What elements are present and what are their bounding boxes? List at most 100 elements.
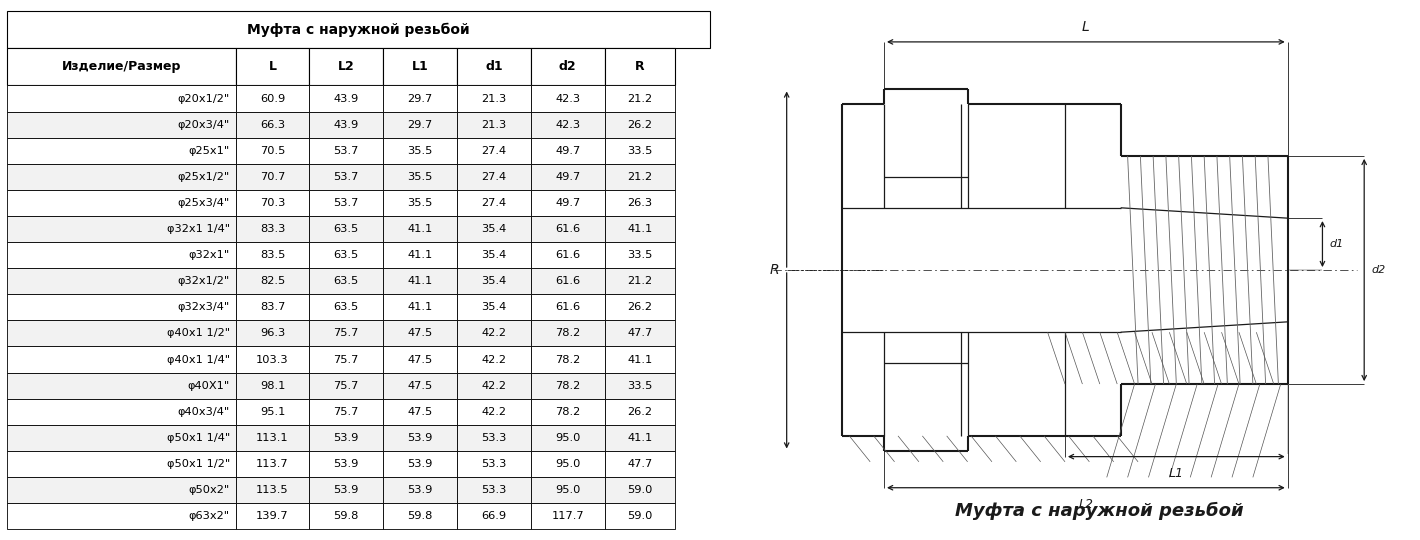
Bar	[7, 48, 236, 85]
Text: 53.9: 53.9	[408, 485, 433, 495]
Text: 61.6: 61.6	[555, 224, 581, 234]
Bar	[7, 399, 236, 425]
Bar	[457, 320, 531, 347]
Bar	[7, 425, 236, 451]
Bar	[605, 138, 674, 164]
Text: 35.4: 35.4	[481, 224, 507, 234]
Text: φ32x1/2": φ32x1/2"	[178, 276, 230, 286]
Bar	[605, 164, 674, 190]
Text: 61.6: 61.6	[555, 302, 581, 312]
Text: 53.7: 53.7	[334, 198, 359, 208]
Bar	[236, 242, 310, 268]
Bar	[605, 503, 674, 529]
Text: 70.5: 70.5	[260, 146, 285, 156]
Text: 53.9: 53.9	[408, 459, 433, 469]
Bar	[236, 164, 310, 190]
Text: 26.2: 26.2	[628, 119, 652, 130]
Text: 29.7: 29.7	[408, 119, 433, 130]
Bar	[7, 112, 236, 138]
Bar	[605, 425, 674, 451]
Text: 47.7: 47.7	[628, 459, 652, 469]
Bar	[310, 451, 383, 477]
Text: 70.7: 70.7	[260, 172, 285, 182]
Text: 96.3: 96.3	[260, 328, 285, 339]
Text: 47.5: 47.5	[408, 328, 433, 339]
Bar	[7, 11, 710, 48]
Text: d2: d2	[1372, 265, 1386, 275]
Text: 21.3: 21.3	[481, 93, 507, 104]
Text: 49.7: 49.7	[555, 146, 581, 156]
Bar	[531, 373, 605, 399]
Bar	[605, 399, 674, 425]
Bar	[310, 503, 383, 529]
Text: 70.3: 70.3	[260, 198, 285, 208]
Bar	[531, 85, 605, 112]
Text: 42.3: 42.3	[555, 93, 581, 104]
Text: Муфта с наружной резьбой: Муфта с наружной резьбой	[956, 502, 1244, 520]
Bar	[531, 294, 605, 320]
Text: 49.7: 49.7	[555, 172, 581, 182]
Text: 41.1: 41.1	[408, 276, 433, 286]
Text: 33.5: 33.5	[628, 381, 652, 390]
Bar	[531, 425, 605, 451]
Text: φ25x3/4": φ25x3/4"	[178, 198, 230, 208]
Bar	[7, 216, 236, 242]
Bar	[531, 503, 605, 529]
Text: 63.5: 63.5	[334, 250, 359, 260]
Bar	[310, 373, 383, 399]
Bar	[236, 268, 310, 294]
Bar	[383, 373, 457, 399]
Bar	[236, 190, 310, 216]
Bar	[457, 425, 531, 451]
Bar	[236, 503, 310, 529]
Text: 35.5: 35.5	[408, 172, 433, 182]
Bar	[236, 425, 310, 451]
Text: φ63x2": φ63x2"	[189, 511, 230, 521]
Text: φ40x3/4": φ40x3/4"	[178, 407, 230, 417]
Text: 60.9: 60.9	[260, 93, 285, 104]
Bar	[531, 320, 605, 347]
Bar	[457, 112, 531, 138]
Text: φ40X1": φ40X1"	[187, 381, 230, 390]
Bar	[605, 451, 674, 477]
Text: 41.1: 41.1	[408, 224, 433, 234]
Bar	[310, 477, 383, 503]
Text: 53.7: 53.7	[334, 172, 359, 182]
Bar	[457, 85, 531, 112]
Text: 53.3: 53.3	[481, 433, 507, 443]
Text: 27.4: 27.4	[481, 198, 507, 208]
Text: 35.5: 35.5	[408, 146, 433, 156]
Bar	[531, 48, 605, 85]
Text: 47.5: 47.5	[408, 407, 433, 417]
Bar	[605, 242, 674, 268]
Text: 59.8: 59.8	[334, 511, 359, 521]
Bar	[605, 216, 674, 242]
Bar	[457, 503, 531, 529]
Text: 83.3: 83.3	[260, 224, 285, 234]
Text: φ25x1/2": φ25x1/2"	[178, 172, 230, 182]
Bar	[383, 294, 457, 320]
Bar	[236, 138, 310, 164]
Bar	[531, 138, 605, 164]
Text: L: L	[1082, 20, 1089, 34]
Bar	[383, 477, 457, 503]
Bar	[457, 451, 531, 477]
Bar	[236, 85, 310, 112]
Bar	[7, 320, 236, 347]
Text: 43.9: 43.9	[334, 93, 359, 104]
Text: 75.7: 75.7	[334, 381, 359, 390]
Text: 27.4: 27.4	[481, 172, 507, 182]
Text: 61.6: 61.6	[555, 250, 581, 260]
Bar	[605, 320, 674, 347]
Bar	[531, 216, 605, 242]
Text: 78.2: 78.2	[555, 355, 581, 365]
Text: 47.5: 47.5	[408, 381, 433, 390]
Text: 113.5: 113.5	[256, 485, 288, 495]
Bar	[7, 164, 236, 190]
Text: φ50x2": φ50x2"	[189, 485, 230, 495]
Bar	[383, 85, 457, 112]
Text: 95.0: 95.0	[555, 459, 581, 469]
Bar	[605, 190, 674, 216]
Text: L2: L2	[1078, 498, 1093, 511]
Text: φ40x1 1/2": φ40x1 1/2"	[166, 328, 230, 339]
